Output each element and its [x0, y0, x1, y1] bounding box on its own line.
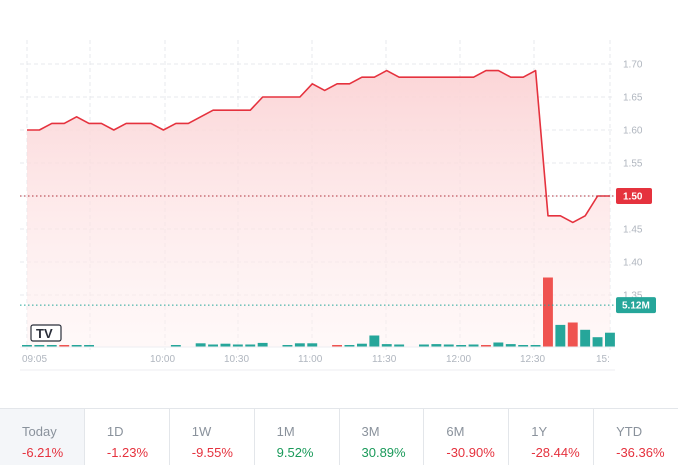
volume-bar: [34, 345, 45, 347]
period-change: -28.44%: [531, 445, 580, 460]
volume-bar: [605, 332, 615, 347]
y-tick-label: 1.55: [623, 159, 643, 170]
volume-bar: [332, 345, 342, 347]
period-tab-ytd[interactable]: YTD -36.36%: [594, 409, 678, 465]
volume-bar: [468, 344, 479, 347]
current-volume-label: 5.12M: [622, 301, 650, 312]
volume-bar: [282, 345, 293, 347]
volume-bar: [71, 345, 82, 347]
y-axis: 1.35 1.40 1.45 1.50 1.55 1.60 1.65 1.70: [623, 60, 643, 302]
volume-bar: [294, 343, 305, 347]
volume-bar: [394, 344, 405, 347]
y-tick-label: 1.35: [623, 291, 643, 302]
volume-bar: [518, 345, 529, 347]
y-tick-label: 1.65: [623, 93, 643, 104]
price-chart[interactable]: 1.35 1.40 1.45 1.50 1.55 1.60 1.65 1.70 09:05 10…: [0, 0, 678, 400]
current-volume-tag: 5.12M: [616, 297, 656, 314]
y-tick-label: 1.60: [623, 126, 643, 137]
period-tab-1m[interactable]: 1M 9.52%: [255, 409, 340, 465]
period-change: -36.36%: [616, 445, 665, 460]
volume-bar: [22, 345, 32, 347]
tradingview-logo: TV: [30, 324, 62, 342]
volume-bar: [493, 342, 504, 347]
volume-bar: [456, 345, 467, 347]
volume-bar: [580, 329, 591, 347]
volume-bar: [245, 344, 256, 347]
period-change: 9.52%: [276, 445, 314, 460]
volume-bar: [443, 344, 454, 347]
x-tick-label: 09:05: [22, 354, 47, 365]
volume-bar: [344, 345, 355, 347]
volume-bar: [369, 335, 380, 347]
logo-text: TV: [36, 326, 53, 341]
volume-bar: [431, 344, 442, 347]
volume-bar: [195, 343, 206, 347]
x-tick-label: 11:00: [298, 354, 323, 365]
x-tick-label: 12:00: [446, 354, 471, 365]
y-tick-label: 1.45: [623, 225, 643, 236]
period-tab-1d[interactable]: 1D -1.23%: [85, 409, 170, 465]
volume-bar: [505, 344, 516, 347]
x-tick-label: 11:30: [372, 354, 397, 365]
period-label: YTD: [616, 424, 643, 439]
volume-bars: [22, 277, 615, 347]
volume-bar: [419, 344, 429, 347]
period-change: -30.90%: [446, 445, 495, 460]
volume-bar: [307, 343, 318, 347]
period-change: 30.89%: [361, 445, 406, 460]
y-tick-label: 1.70: [623, 60, 643, 71]
volume-bar: [84, 345, 94, 347]
period-change: -9.55%: [191, 445, 233, 460]
period-change: -1.23%: [106, 445, 149, 460]
volume-bar: [555, 324, 566, 347]
x-tick-label: 10:30: [224, 354, 249, 365]
period-label: 1D: [106, 424, 124, 439]
volume-bar: [481, 345, 491, 347]
price-line: [27, 69, 610, 224]
volume-bar: [543, 277, 553, 347]
volume-bar: [257, 342, 268, 347]
volume-bar: [530, 345, 541, 347]
current-price-label: 1.50: [623, 192, 643, 203]
period-change: -6.21%: [22, 445, 64, 460]
period-tab-1y[interactable]: 1Y -28.44%: [509, 409, 595, 465]
period-tab-1w[interactable]: 1W -9.55%: [170, 409, 255, 465]
period-label: 1W: [191, 424, 212, 439]
volume-bar: [59, 345, 70, 347]
x-tick-label: 10:00: [150, 354, 175, 365]
y-tick-label: 1.40: [623, 258, 643, 269]
volume-bar: [232, 344, 243, 347]
period-tab-6m[interactable]: 6M -30.90%: [424, 409, 510, 465]
volume-bar: [381, 344, 392, 347]
period-tab-today[interactable]: Today -6.21%: [0, 409, 85, 465]
volume-bar: [46, 345, 57, 347]
period-label: 3M: [361, 424, 380, 439]
volume-bar: [208, 344, 218, 347]
price-area: [27, 70, 610, 347]
x-tick-label: 12:30: [520, 354, 545, 365]
performance-bar: Today -6.21% 1D -1.23% 1W -9.55% 1M 9.52% 3M 30.8…: [0, 408, 678, 465]
volume-bar: [357, 343, 367, 347]
volume-bar: [170, 345, 181, 347]
period-label: 1M: [276, 424, 295, 439]
volume-bar: [592, 337, 603, 347]
period-label: 6M: [446, 424, 465, 439]
period-label: 1Y: [531, 424, 548, 439]
period-tab-3m[interactable]: 3M 30.89%: [340, 409, 425, 465]
x-tick-label: 15:: [596, 354, 610, 365]
x-axis: 09:05 10:00 10:30 11:00 11:30 12:00 12:30 15:: [22, 354, 610, 365]
current-price-tag: 1.50: [616, 188, 652, 204]
volume-bar: [220, 343, 231, 347]
period-label: Today: [22, 424, 57, 439]
volume-bar: [567, 322, 578, 347]
